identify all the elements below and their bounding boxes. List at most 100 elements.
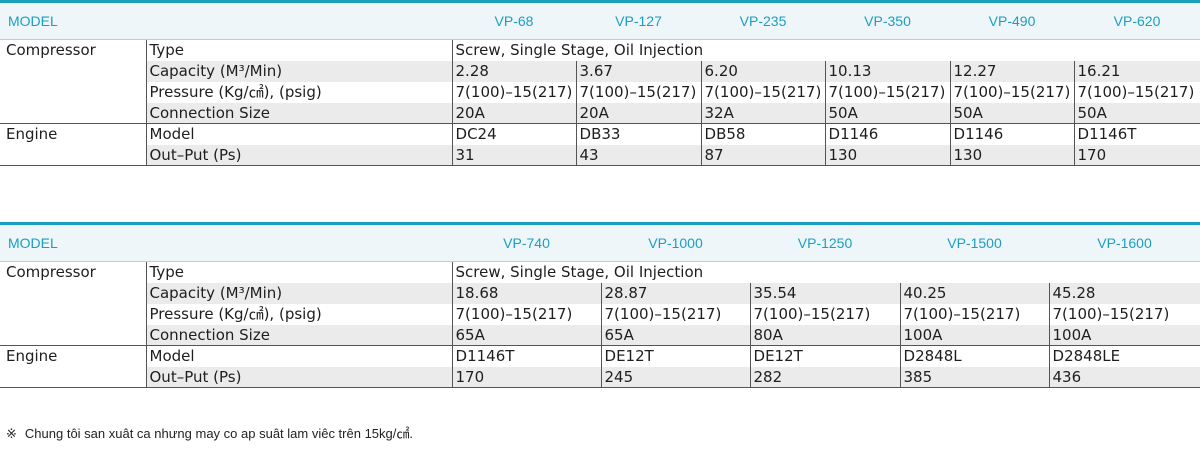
pressure-cell: 7(100)–15(217)	[575, 81, 702, 103]
section-engine: Engine	[0, 123, 146, 166]
spec-table-1: MODEL VP-68 VP-127 VP-235 VP-350 VP-490 …	[0, 0, 1200, 166]
engine-model-cell: DE12T	[600, 345, 751, 367]
output-cell: 282	[749, 366, 901, 388]
connection-cell: 20A	[451, 102, 577, 124]
section-engine: Engine	[0, 345, 146, 388]
connection-cell: 65A	[600, 324, 751, 346]
pressure-cell: 7(100)–15(217)	[749, 303, 901, 325]
model-name: VP-1000	[601, 223, 751, 262]
spec-table-2: MODEL VP-740 VP-1000 VP-1250 VP-1500 VP-…	[0, 222, 1200, 388]
output-cell: 87	[700, 144, 826, 166]
pressure-row: Pressure (Kg/㎠), (psig) 7(100)–15(217) 7…	[0, 303, 1200, 325]
connection-cell: 100A	[1048, 324, 1200, 346]
row-label-capacity: Capacity (M³/Min)	[145, 282, 453, 304]
pressure-cell: 7(100)–15(217)	[899, 303, 1050, 325]
model-name: VP-235	[701, 1, 826, 40]
engine-model-cell: DC24	[451, 123, 577, 145]
engine-model-row: Engine Model DC24 DB33 DB58 D1146 D1146 …	[0, 123, 1200, 166]
row-label-output: Out–Put (Ps)	[145, 366, 453, 388]
engine-model-cell: DB33	[575, 123, 702, 145]
output-cell: 170	[451, 366, 602, 388]
engine-model-row: Engine Model D1146T DE12T DE12T D2848L D…	[0, 345, 1200, 388]
model-name: VP-620	[1074, 1, 1200, 40]
model-name: VP-490	[950, 1, 1075, 40]
footnote: ※ Chung tôi san xuât ca nhưng may co ap s…	[6, 423, 413, 442]
output-cell: 436	[1048, 366, 1200, 388]
model-header-row: MODEL VP-740 VP-1000 VP-1250 VP-1500 VP-…	[0, 223, 1200, 262]
capacity-cell: 6.20	[700, 60, 826, 82]
connection-cell: 50A	[949, 102, 1075, 124]
pressure-cell: 7(100)–15(217)	[824, 81, 951, 103]
engine-model-cell: D1146	[949, 123, 1075, 145]
capacity-cell: 16.21	[1073, 60, 1200, 82]
type-row: Compressor Type Screw, Single Stage, Oil…	[0, 39, 1200, 61]
row-label-type: Type	[145, 261, 453, 283]
output-cell: 130	[824, 144, 951, 166]
output-row: Out–Put (Ps) 170 245 282 385 436	[0, 366, 1200, 388]
engine-model-cell: D1146T	[1073, 123, 1200, 145]
pressure-cell: 7(100)–15(217)	[949, 81, 1075, 103]
capacity-cell: 40.25	[899, 282, 1050, 304]
pressure-cell: 7(100)–15(217)	[600, 303, 751, 325]
output-cell: 43	[575, 144, 702, 166]
connection-row: Connection Size 20A 20A 32A 50A 50A 50A	[0, 102, 1200, 124]
connection-cell: 65A	[451, 324, 602, 346]
model-name: VP-1600	[1049, 223, 1200, 262]
row-label-connection: Connection Size	[145, 102, 453, 124]
model-name: VP-740	[452, 223, 602, 262]
connection-cell: 20A	[575, 102, 702, 124]
engine-model-cell: D2848L	[899, 345, 1050, 367]
engine-model-cell: D1146	[824, 123, 951, 145]
row-label-connection: Connection Size	[145, 324, 453, 346]
engine-model-cell: DE12T	[749, 345, 901, 367]
output-cell: 245	[600, 366, 751, 388]
section-compressor: Compressor	[6, 263, 96, 281]
connection-row: Connection Size 65A 65A 80A 100A 100A	[0, 324, 1200, 346]
footnote-text: Chung tôi san xuât ca nhưng may co ap su…	[24, 426, 413, 441]
connection-cell: 100A	[899, 324, 1050, 346]
type-value: Screw, Single Stage, Oil Injection	[451, 261, 1200, 283]
pressure-cell: 7(100)–15(217)	[1048, 303, 1200, 325]
pressure-cell: 7(100)–15(217)	[1073, 81, 1200, 103]
row-label-pressure: Pressure (Kg/㎠), (psig)	[145, 81, 453, 103]
capacity-cell: 12.27	[949, 60, 1075, 82]
output-cell: 385	[899, 366, 1050, 388]
capacity-cell: 3.67	[575, 60, 702, 82]
engine-model-cell: D2848LE	[1048, 345, 1200, 367]
row-label-output: Out–Put (Ps)	[145, 144, 453, 166]
connection-cell: 32A	[700, 102, 826, 124]
reference-mark: ※	[6, 426, 17, 441]
capacity-cell: 28.87	[600, 282, 751, 304]
connection-cell: 80A	[749, 324, 901, 346]
engine-model-cell: DB58	[700, 123, 826, 145]
model-name: VP-350	[825, 1, 951, 40]
capacity-row: Capacity (M³/Min) 18.68 28.87 35.54 40.2…	[0, 282, 1200, 304]
pressure-cell: 7(100)–15(217)	[700, 81, 826, 103]
pressure-row: Pressure (Kg/㎠), (psig) 7(100)–15(217) 7…	[0, 81, 1200, 103]
model-name: VP-127	[576, 1, 702, 40]
type-row: Compressor Type Screw, Single Stage, Oil…	[0, 261, 1200, 283]
row-label-capacity: Capacity (M³/Min)	[145, 60, 453, 82]
pressure-cell: 7(100)–15(217)	[451, 81, 577, 103]
pressure-cell: 7(100)–15(217)	[451, 303, 602, 325]
connection-cell: 50A	[1073, 102, 1200, 124]
model-label: MODEL	[0, 223, 453, 262]
model-header-row: MODEL VP-68 VP-127 VP-235 VP-350 VP-490 …	[0, 1, 1200, 40]
capacity-cell: 10.13	[824, 60, 951, 82]
connection-cell: 50A	[824, 102, 951, 124]
output-cell: 170	[1073, 144, 1200, 166]
row-label-engine-model: Model	[145, 123, 453, 145]
capacity-row: Capacity (M³/Min) 2.28 3.67 6.20 10.13 1…	[0, 60, 1200, 82]
row-label-engine-model: Model	[145, 345, 453, 367]
row-label-pressure: Pressure (Kg/㎠), (psig)	[145, 303, 453, 325]
output-cell: 130	[949, 144, 1075, 166]
model-name: VP-68	[452, 1, 577, 40]
capacity-cell: 45.28	[1048, 282, 1200, 304]
capacity-cell: 18.68	[451, 282, 602, 304]
model-label: MODEL	[0, 1, 453, 40]
capacity-cell: 35.54	[749, 282, 901, 304]
section-compressor: Compressor	[6, 41, 96, 59]
model-name: VP-1500	[900, 223, 1050, 262]
output-cell: 31	[451, 144, 577, 166]
model-name: VP-1250	[750, 223, 901, 262]
